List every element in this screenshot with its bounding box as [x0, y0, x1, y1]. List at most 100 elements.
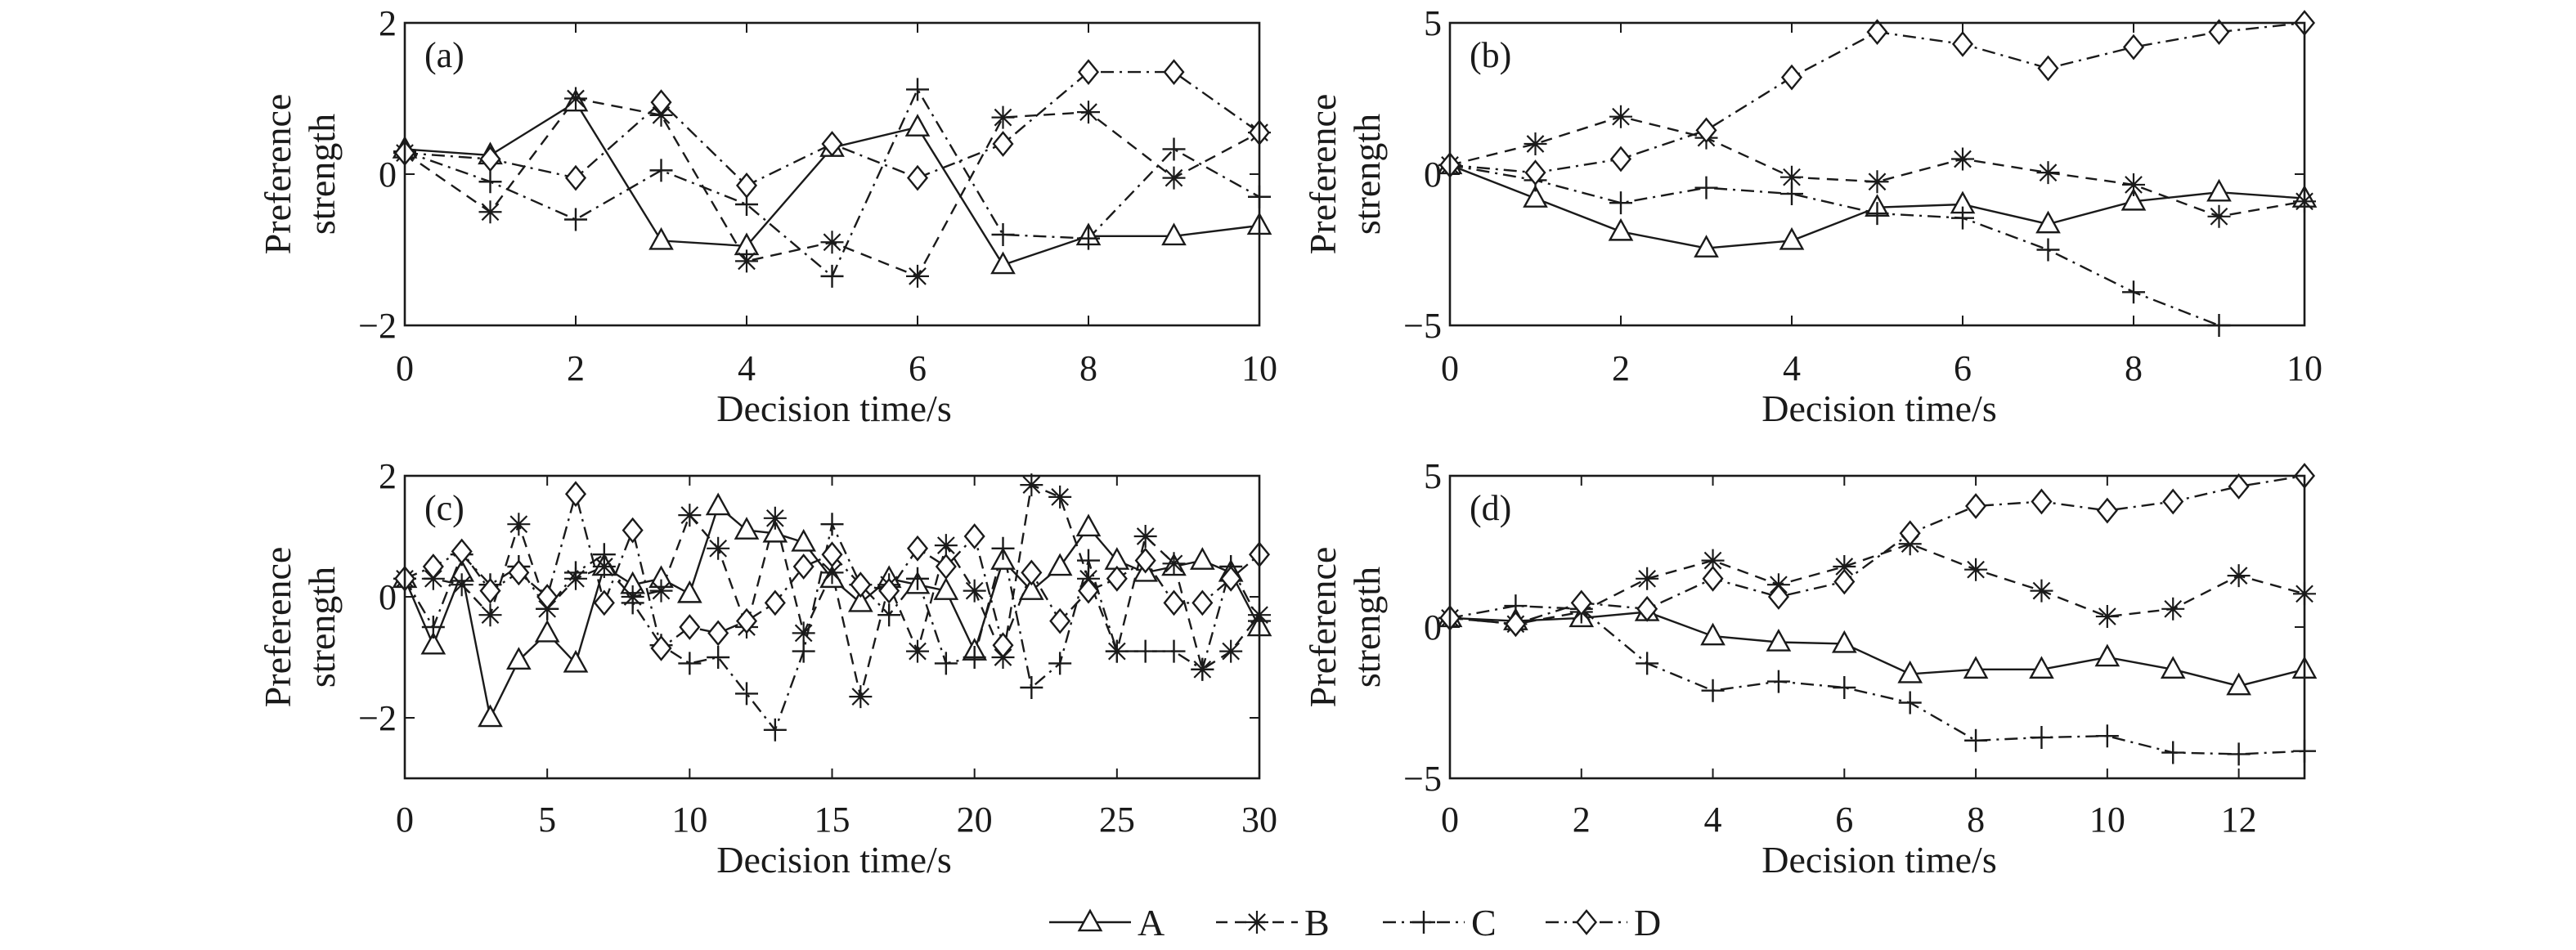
legend-label: C — [1471, 902, 1497, 943]
data-point-d — [2228, 473, 2250, 500]
data-point-c — [564, 561, 587, 585]
y-axis-label-line: strength — [301, 567, 343, 688]
data-point-c — [2161, 741, 2185, 764]
data-point-a — [1018, 577, 1044, 600]
legend-item-d: D — [1546, 902, 1661, 943]
data-point-a — [1075, 513, 1102, 537]
data-point-b — [792, 621, 815, 645]
plot-frame — [1448, 21, 2306, 327]
series-line-d — [405, 70, 1259, 187]
x-tick-label: 10 — [1241, 348, 1277, 388]
y-tick-label: 0 — [379, 155, 397, 195]
legend-item-b: B — [1216, 902, 1330, 943]
data-point-c — [1951, 206, 1974, 230]
data-point-b — [478, 603, 502, 627]
y-axis-label-line: Preference — [257, 547, 298, 708]
data-point-c — [1609, 191, 1632, 215]
data-point-c — [906, 567, 929, 590]
data-point-c — [1701, 679, 1725, 702]
data-point-b — [2122, 173, 2145, 196]
x-tick-label: 6 — [1835, 800, 1853, 840]
y-axis-label-line: strength — [1346, 114, 1388, 235]
x-tick-label: 8 — [2125, 348, 2143, 388]
data-point-a — [1779, 226, 1805, 250]
panel-c: 0 5 10 15 20 25 30 −2 0 2 (c) Decision time/s Prefer… — [257, 456, 1277, 881]
panel-label: (d) — [1470, 488, 1511, 528]
y-axis-label-line: Preference — [1302, 94, 1344, 255]
data-point-d — [650, 89, 672, 116]
x-tick-label: 10 — [2287, 348, 2322, 388]
data-point-c — [1048, 652, 1072, 675]
data-point-b — [2227, 564, 2251, 588]
data-point-c — [1077, 549, 1100, 572]
data-point-c — [735, 682, 758, 706]
plot-frame — [403, 21, 1261, 327]
data-point-b — [1162, 552, 1186, 576]
y-axis-label: Preferencestrength — [257, 547, 343, 708]
data-point-d — [1780, 64, 1803, 91]
data-point-d — [1695, 117, 1717, 144]
data-point-c — [678, 652, 702, 675]
y-axis-label-line: Preference — [257, 94, 298, 255]
panel-b: 0 2 4 6 8 10−505(b)Decision time/sPreferences… — [1302, 3, 2322, 429]
legend-item-c: C — [1383, 902, 1497, 943]
series-line-d — [1450, 476, 2304, 625]
data-point-c — [1162, 639, 1186, 663]
data-point-a — [420, 631, 447, 655]
data-point-b — [507, 513, 531, 536]
data-point-b — [1048, 485, 1072, 509]
data-point-b — [820, 561, 844, 585]
series-line-a — [405, 504, 1259, 721]
y-tick-label: 0 — [1424, 607, 1442, 648]
legend-label: B — [1304, 902, 1330, 943]
data-point-d — [963, 523, 985, 549]
x-tick-label: 8 — [1079, 348, 1097, 388]
data-point-d — [536, 584, 559, 610]
data-point-b — [906, 264, 929, 288]
data-point-b — [963, 579, 986, 603]
data-point-a — [2120, 187, 2147, 211]
panel-label: (a) — [424, 35, 464, 75]
data-point-c — [1133, 639, 1157, 663]
data-point-b — [991, 105, 1015, 129]
y-tick-label: 5 — [1424, 456, 1442, 496]
x-tick-label: 0 — [396, 800, 414, 840]
data-point-a — [990, 251, 1016, 275]
data-point-a — [1831, 630, 1857, 653]
data-point-c — [1694, 176, 1718, 199]
x-tick-label: 25 — [1099, 800, 1135, 840]
data-point-b — [2036, 161, 2060, 185]
data-point-a — [847, 589, 873, 612]
data-point-c — [1077, 226, 1100, 250]
x-tick-label: 10 — [671, 800, 707, 840]
x-tick-label: 10 — [2089, 800, 2125, 840]
data-point-d — [564, 164, 587, 191]
data-point-b — [2095, 605, 2119, 629]
data-point-a — [534, 619, 560, 643]
data-point-d — [792, 553, 815, 580]
data-point-b — [592, 555, 616, 578]
legend-marker — [1412, 911, 1435, 934]
data-point-d — [850, 571, 872, 598]
data-point-b — [2161, 597, 2185, 621]
data-point-d — [1899, 520, 1921, 547]
data-point-d — [622, 517, 644, 544]
data-point-d — [2037, 55, 2059, 82]
data-point-c — [906, 78, 929, 101]
data-point-c — [792, 639, 815, 663]
data-point-c — [2030, 726, 2053, 750]
x-tick-label: 15 — [815, 800, 850, 840]
y-axis-label-line: strength — [1346, 567, 1388, 688]
data-point-d — [1636, 595, 1658, 622]
series-lines — [1450, 476, 2304, 755]
panels: 0 2 4 6 8 10−202(a)Decision time/sPreferences… — [257, 3, 2322, 881]
x-tick-label: 4 — [1783, 348, 1801, 388]
data-point-a — [1694, 235, 1719, 258]
data-point-d — [1866, 19, 1888, 45]
data-point-d — [564, 481, 587, 508]
data-point-d — [422, 553, 444, 580]
data-point-d — [821, 541, 843, 568]
data-point-a — [933, 577, 959, 600]
series-line-c — [1450, 164, 2219, 325]
